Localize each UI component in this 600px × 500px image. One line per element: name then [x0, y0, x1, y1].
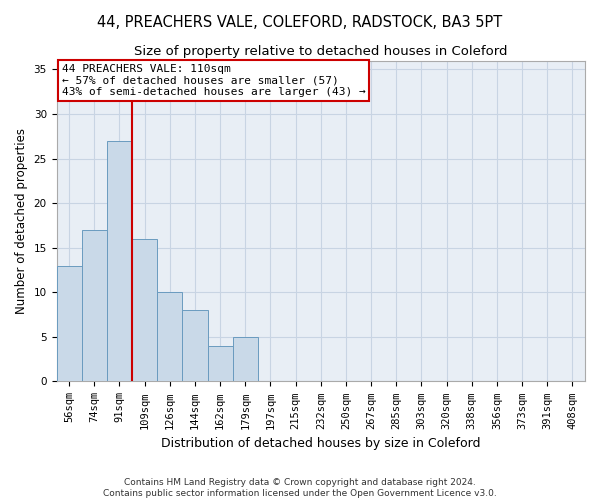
- Title: Size of property relative to detached houses in Coleford: Size of property relative to detached ho…: [134, 45, 508, 58]
- Bar: [182, 310, 208, 382]
- Bar: [208, 346, 233, 382]
- Bar: [233, 337, 258, 382]
- Text: 44 PREACHERS VALE: 110sqm
← 57% of detached houses are smaller (57)
43% of semi-: 44 PREACHERS VALE: 110sqm ← 57% of detac…: [62, 64, 365, 97]
- Bar: [107, 141, 132, 382]
- X-axis label: Distribution of detached houses by size in Coleford: Distribution of detached houses by size …: [161, 437, 481, 450]
- Text: Contains HM Land Registry data © Crown copyright and database right 2024.
Contai: Contains HM Land Registry data © Crown c…: [103, 478, 497, 498]
- Bar: [132, 239, 157, 382]
- Bar: [157, 292, 182, 382]
- Bar: [82, 230, 107, 382]
- Text: 44, PREACHERS VALE, COLEFORD, RADSTOCK, BA3 5PT: 44, PREACHERS VALE, COLEFORD, RADSTOCK, …: [97, 15, 503, 30]
- Bar: [56, 266, 82, 382]
- Y-axis label: Number of detached properties: Number of detached properties: [15, 128, 28, 314]
